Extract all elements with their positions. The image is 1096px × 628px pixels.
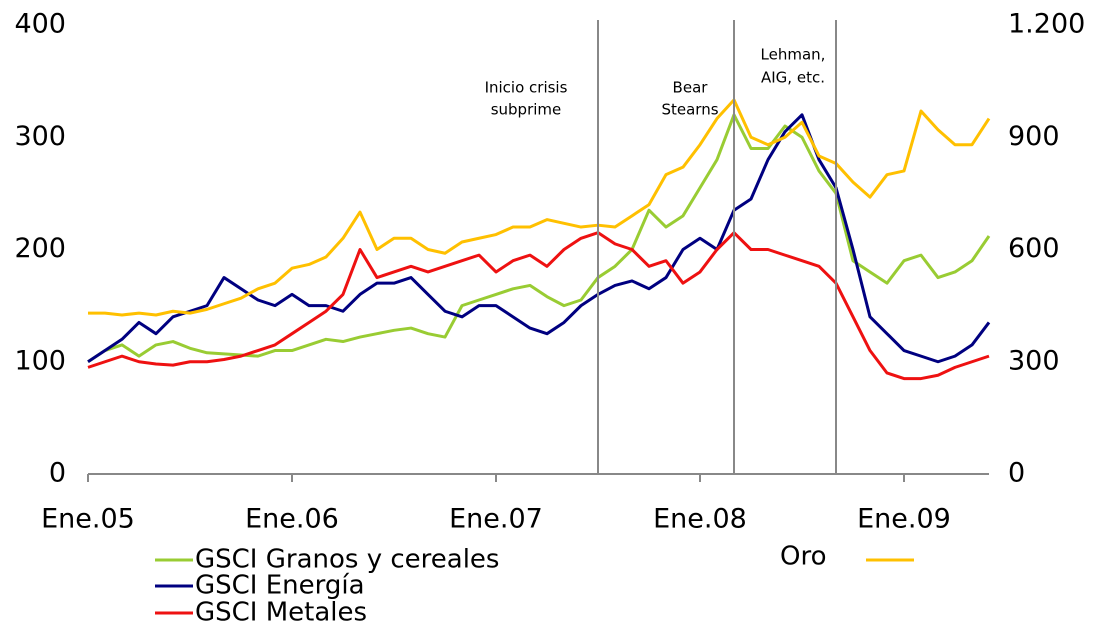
y2-tick-label: 900	[1008, 121, 1060, 152]
y2-tick-label: 0	[1008, 458, 1025, 489]
series-line	[87, 231, 990, 381]
y-tick-label: 200	[14, 233, 66, 264]
series-line	[87, 113, 991, 364]
annotation: Stearns	[661, 101, 718, 119]
legend-label: GSCI Metales	[195, 598, 367, 628]
x-tick-label: Ene.08	[653, 504, 747, 535]
y-tick-label: 100	[14, 345, 66, 376]
annotation: subprime	[491, 101, 562, 119]
annotation: Inicio crisis	[485, 79, 568, 97]
legend-label: GSCI Granos y cereales	[195, 545, 499, 575]
y-tick-label: 300	[14, 121, 66, 152]
legend-label: GSCI Energía	[195, 571, 365, 601]
y2-tick-label: 1.200	[1008, 9, 1085, 40]
annotation: Bear	[673, 79, 709, 97]
y-tick-label: 0	[49, 458, 66, 489]
series-line	[88, 98, 991, 317]
series-line	[87, 113, 991, 364]
x-tick-label: Ene.07	[449, 504, 543, 535]
x-tick-label: Ene.05	[41, 504, 135, 535]
y2-tick-label: 300	[1008, 345, 1060, 376]
y2-tick-label: 600	[1008, 233, 1060, 264]
legend-label: Oro	[780, 542, 827, 572]
annotation: AIG, etc.	[761, 69, 825, 87]
annotation: Lehman,	[761, 46, 826, 64]
x-tick-label: Ene.06	[245, 504, 339, 535]
y-tick-label: 400	[14, 9, 66, 40]
x-tick-label: Ene.09	[857, 504, 951, 535]
